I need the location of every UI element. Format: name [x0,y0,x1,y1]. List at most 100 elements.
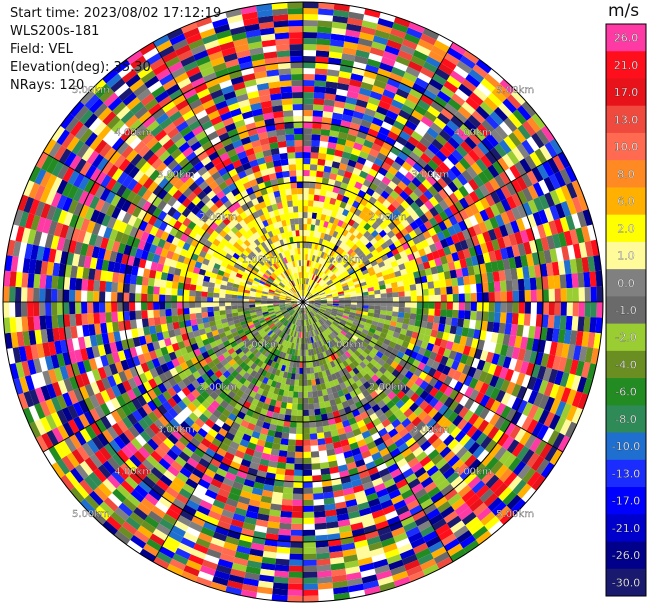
range-bin [374,386,384,396]
range-bin [489,443,503,457]
range-bin [378,166,388,177]
range-bin [441,419,453,431]
range-bin [438,404,449,416]
range-bin [313,402,320,410]
range-bin [334,180,342,188]
range-bin [338,305,345,309]
range-bin [565,373,576,390]
range-bin [337,131,349,140]
range-bin [496,332,505,345]
range-bin [425,56,441,69]
range-bin [314,299,321,301]
range-bin [474,273,483,284]
range-bin [347,257,355,265]
range-bin [445,422,457,435]
range-bin [319,462,330,470]
range-bin [547,314,555,329]
range-bin [393,252,402,261]
range-bin [324,289,332,294]
range-bin [303,182,310,189]
range-bin [395,88,410,99]
range-bin [303,547,317,554]
range-bin [323,220,329,228]
range-bin [452,293,459,302]
range-bin [557,435,571,452]
range-bin [313,268,318,275]
range-bin [443,246,452,256]
range-bin [519,361,530,375]
range-bin [322,245,328,253]
range-bin [350,73,364,82]
range-bin [93,312,101,324]
range-bin [332,305,339,308]
range-bin [309,254,313,261]
range-bin [524,434,537,450]
range-bin [63,302,70,315]
range-bin [355,357,363,365]
range-bin [387,382,397,392]
range-bin [343,252,350,260]
range-bin [474,212,484,224]
range-bin [523,313,531,326]
range-bin [442,331,450,341]
range-bin [417,263,425,271]
range-bin [354,104,367,114]
range-bin [505,312,513,324]
range-bin [487,281,495,293]
range-bin [365,334,373,341]
range-bin [443,80,459,94]
range-bin [308,299,315,302]
range-bin [375,351,384,359]
range-bin [304,284,306,291]
range-bin [315,219,321,226]
range-bin [500,302,507,313]
range-bin [368,148,380,158]
range-bin [331,118,342,126]
range-bin [294,457,303,464]
range-bin [75,302,82,314]
range-bin [293,475,303,482]
range-bin [389,404,400,414]
range-bin [443,396,454,408]
range-bin [327,241,333,249]
range-bin [331,27,347,36]
range-bin [500,211,511,225]
range-bin [385,310,393,317]
range-bin [575,257,584,274]
range-bin [420,440,432,452]
range-bin [567,344,576,360]
range-bin [317,225,324,233]
range-bin [276,462,287,470]
range-bin [373,344,381,352]
range-bin [338,275,345,281]
range-bin [292,505,303,512]
range-bin [354,340,362,348]
range-bin [322,266,328,273]
range-bin [472,416,485,429]
range-bin [450,475,464,489]
range-bin [314,303,321,305]
range-bin [294,451,303,458]
range-bin [424,267,433,276]
range-bin [504,368,515,382]
range-bin [356,292,363,297]
range-bin [81,302,88,314]
range-bin [396,338,404,346]
range-bin [358,335,366,342]
range-bin [386,230,396,239]
range-bin [490,460,504,475]
range-bin [344,275,352,281]
range-bin [45,275,53,289]
range-bin [524,154,537,170]
range-bin [378,126,391,137]
range-bin [427,367,437,377]
range-bin [474,187,485,200]
range-bin [481,453,495,467]
range-bin [313,306,320,311]
range-bin [356,175,366,185]
range-bin [303,385,308,392]
range-bin [309,164,318,171]
range-bin [478,221,488,234]
range-bin [469,203,480,215]
